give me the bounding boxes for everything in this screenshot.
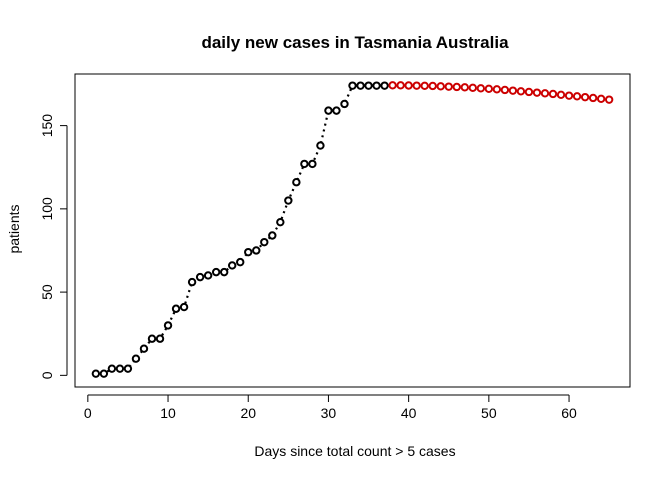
data-point (300, 159, 309, 169)
data-point (508, 86, 518, 95)
data-point (580, 92, 590, 102)
data-point (404, 81, 413, 90)
data-point (203, 271, 213, 280)
x-tick-label: 0 (84, 405, 92, 421)
series-layer (91, 81, 614, 378)
data-point (388, 81, 397, 90)
data-point (364, 81, 373, 90)
data-point (260, 237, 269, 247)
data-point (372, 81, 381, 90)
x-tick-label: 10 (160, 405, 176, 421)
data-point (436, 82, 445, 91)
data-point (604, 95, 614, 104)
data-point (187, 277, 197, 287)
x-tick-label: 40 (401, 405, 417, 421)
data-point (484, 84, 494, 94)
data-point (476, 84, 486, 93)
data-point (308, 159, 317, 169)
series-1 (388, 81, 614, 104)
x-tick-label: 20 (240, 405, 256, 421)
series-0 (91, 81, 389, 378)
data-point (396, 81, 405, 90)
data-point (532, 88, 542, 97)
data-point (244, 247, 253, 257)
data-point (316, 141, 325, 150)
data-point (460, 83, 469, 92)
data-point (524, 87, 534, 97)
data-point (211, 267, 221, 277)
data-point (99, 369, 109, 378)
data-point (452, 82, 461, 92)
chart-title: daily new cases in Tasmania Australia (201, 33, 509, 52)
data-point (444, 82, 453, 91)
x-axis-label: Days since total count > 5 cases (254, 443, 455, 459)
data-point (492, 85, 502, 94)
data-point (252, 246, 261, 255)
x-axis: 0 10 20 30 40 50 60 (84, 394, 577, 421)
data-point (107, 364, 117, 373)
data-point (115, 364, 125, 373)
y-tick-label: 50 (39, 284, 55, 300)
data-point (139, 344, 149, 353)
data-point (179, 302, 189, 312)
y-tick-label: 150 (39, 114, 55, 138)
data-point (500, 85, 510, 95)
data-point (356, 81, 365, 90)
data-point (155, 334, 165, 343)
series-connector (95, 84, 385, 375)
data-point (219, 267, 229, 277)
data-point (556, 90, 566, 100)
x-tick-label: 50 (481, 405, 497, 421)
y-axis-label: patients (6, 204, 22, 253)
data-point (380, 81, 389, 90)
data-point (588, 93, 598, 103)
data-point (516, 87, 526, 96)
data-point (284, 196, 293, 205)
data-point (548, 89, 558, 99)
y-tick-label: 100 (39, 197, 55, 221)
data-point (147, 334, 157, 343)
plot-frame (74, 73, 631, 388)
data-point (324, 106, 333, 115)
data-point (468, 83, 478, 93)
data-point (91, 369, 101, 378)
data-point (412, 81, 421, 90)
data-point (340, 99, 349, 109)
data-point (540, 89, 550, 98)
x-tick-label: 30 (321, 405, 337, 421)
data-point (428, 81, 437, 91)
data-point (236, 257, 245, 267)
data-point (348, 81, 357, 90)
data-point (420, 81, 429, 91)
x-tick-label: 60 (561, 405, 577, 421)
data-point (171, 304, 181, 313)
data-point (276, 217, 285, 227)
data-point (163, 321, 173, 330)
data-point (332, 106, 341, 115)
data-point (123, 364, 133, 373)
data-point (227, 261, 237, 270)
data-point (564, 91, 574, 100)
y-tick-label: 0 (39, 371, 55, 379)
data-point (292, 178, 301, 187)
data-point (572, 92, 582, 101)
data-point (195, 272, 205, 282)
data-point (596, 94, 606, 104)
y-axis: 0 50 100 150 (39, 114, 68, 379)
data-point (131, 354, 141, 363)
data-point (268, 231, 277, 240)
